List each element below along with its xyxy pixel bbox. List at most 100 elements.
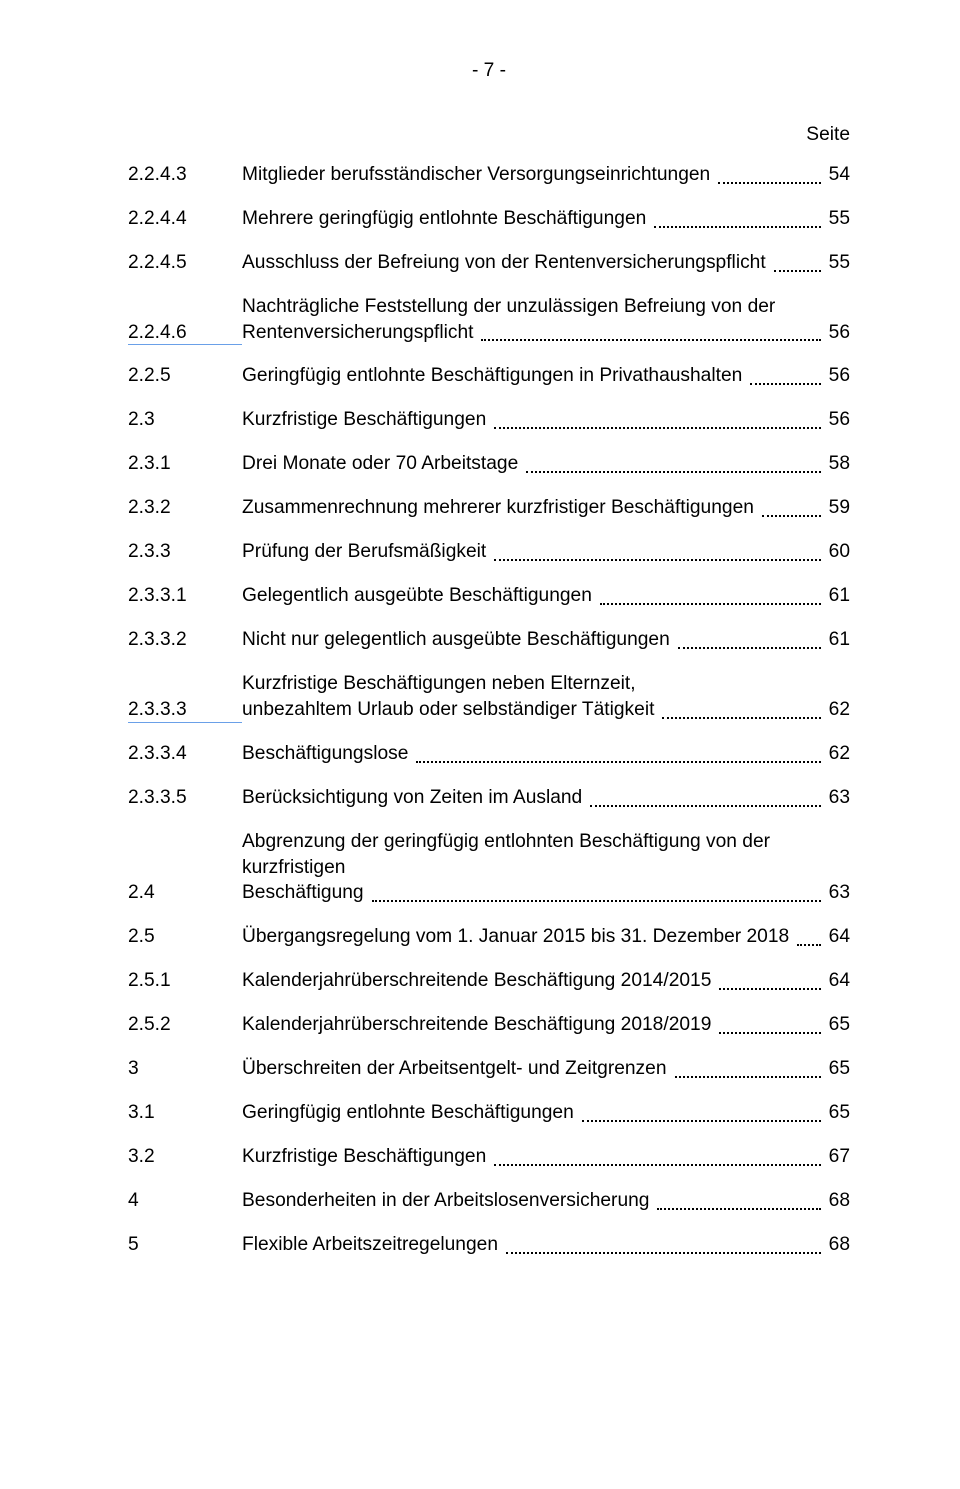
toc-leader-dots	[774, 270, 821, 272]
toc-section-number: 2.3.3.1	[128, 583, 242, 609]
toc-leader-row: Besonderheiten in der Arbeitslosenversic…	[242, 1188, 850, 1214]
toc-entry[interactable]: 2.4Abgrenzung der geringfügig entlohnten…	[128, 829, 850, 907]
toc-leader-row: Berücksichtigung von Zeiten im Ausland63	[242, 785, 850, 811]
toc-title: Prüfung der Berufsmäßigkeit	[242, 539, 490, 565]
toc-entry[interactable]: 2.3.3.1Gelegentlich ausgeübte Beschäftig…	[128, 583, 850, 609]
toc-section-number: 3	[128, 1056, 242, 1082]
toc-title: Zusammenrechnung mehrerer kurzfristiger …	[242, 495, 758, 521]
toc-entry[interactable]: 3.1Geringfügig entlohnte Beschäftigungen…	[128, 1100, 850, 1126]
toc-entry[interactable]: 2.2.4.6Nachträgliche Feststellung der un…	[128, 294, 850, 346]
toc-entry[interactable]: 2.3Kurzfristige Beschäftigungen56	[128, 407, 850, 433]
toc-leader-row: Geringfügig entlohnte Beschäftigungen in…	[242, 363, 850, 389]
toc-section-number: 2.3.1	[128, 451, 242, 477]
toc-title: Besonderheiten in der Arbeitslosenversic…	[242, 1188, 653, 1214]
toc-entry[interactable]: 2.3.2Zusammenrechnung mehrerer kurzfrist…	[128, 495, 850, 521]
toc-section-number: 2.3.3.2	[128, 627, 242, 653]
toc-title-line2: unbezahltem Urlaub oder selbständiger Tä…	[242, 697, 658, 723]
toc-section-number: 2.3	[128, 407, 242, 433]
toc-title-cell: Gelegentlich ausgeübte Beschäftigungen61	[242, 583, 850, 609]
toc-entry[interactable]: 2.3.3.5Berücksichtigung von Zeiten im Au…	[128, 785, 850, 811]
toc-leader-dots	[654, 226, 820, 228]
toc-title-cell: Kurzfristige Beschäftigungen56	[242, 407, 850, 433]
toc-section-number: 3.1	[128, 1100, 242, 1126]
toc-leader-dots	[762, 515, 821, 517]
toc-section-number: 2.5.2	[128, 1012, 242, 1038]
toc-leader-dots	[590, 805, 820, 807]
toc-title-cell: Mehrere geringfügig entlohnte Beschäftig…	[242, 206, 850, 232]
toc-page-number: 65	[825, 1012, 850, 1038]
toc-page-number: 56	[825, 363, 850, 389]
toc-entry[interactable]: 5Flexible Arbeitszeitregelungen68	[128, 1232, 850, 1258]
toc-page-number: 61	[825, 583, 850, 609]
toc-section-number: 2.3.3.4	[128, 741, 242, 767]
toc-leader-dots	[675, 1076, 821, 1078]
toc-leader-dots	[506, 1252, 821, 1254]
toc-title: Ausschluss der Befreiung von der Rentenv…	[242, 250, 770, 276]
toc-leader-dots	[718, 182, 820, 184]
toc-section-number: 2.5.1	[128, 968, 242, 994]
toc-title: Mehrere geringfügig entlohnte Beschäftig…	[242, 206, 650, 232]
toc-leader-row: Nicht nur gelegentlich ausgeübte Beschäf…	[242, 627, 850, 653]
toc-entry[interactable]: 2.3.3.4Beschäftigungslose62	[128, 741, 850, 767]
toc-title: Berücksichtigung von Zeiten im Ausland	[242, 785, 586, 811]
toc-leader-row: Übergangsregelung vom 1. Januar 2015 bis…	[242, 924, 850, 950]
toc-entry[interactable]: 2.3.3Prüfung der Berufsmäßigkeit60	[128, 539, 850, 565]
toc-title-cell: Kurzfristige Beschäftigungen67	[242, 1144, 850, 1170]
toc-title: Geringfügig entlohnte Beschäftigungen in…	[242, 363, 746, 389]
toc-entry[interactable]: 2.2.5Geringfügig entlohnte Beschäftigung…	[128, 363, 850, 389]
toc-page-number: 55	[825, 250, 850, 276]
toc-title-cell: Nachträgliche Feststellung der unzulässi…	[242, 294, 850, 346]
toc-leader-row: Kalenderjahrüberschreitende Beschäftigun…	[242, 1012, 850, 1038]
toc-page-number: 61	[825, 627, 850, 653]
toc-title-line1: Kurzfristige Beschäftigungen neben Elter…	[242, 671, 850, 697]
toc-entry[interactable]: 2.3.3.3Kurzfristige Beschäftigungen nebe…	[128, 671, 850, 723]
toc-section-number: 2.3.3.5	[128, 785, 242, 811]
toc-title-cell: Kalenderjahrüberschreitende Beschäftigun…	[242, 1012, 850, 1038]
toc-title-line2-row: Rentenversicherungspflicht56	[242, 320, 850, 346]
toc-title: Überschreiten der Arbeitsentgelt- und Ze…	[242, 1056, 671, 1082]
toc-entry[interactable]: 3.2Kurzfristige Beschäftigungen67	[128, 1144, 850, 1170]
toc-entry[interactable]: 2.3.1Drei Monate oder 70 Arbeitstage58	[128, 451, 850, 477]
page-number-header: - 7 -	[128, 58, 850, 84]
toc-leader-dots	[678, 647, 821, 649]
toc-entry[interactable]: 3Überschreiten der Arbeitsentgelt- und Z…	[128, 1056, 850, 1082]
toc-indent-underline	[128, 324, 242, 345]
toc-title-cell: Ausschluss der Befreiung von der Rentenv…	[242, 250, 850, 276]
toc-title-cell: Übergangsregelung vom 1. Januar 2015 bis…	[242, 924, 850, 950]
toc-title: Übergangsregelung vom 1. Januar 2015 bis…	[242, 924, 793, 950]
toc-leader-dots	[481, 339, 820, 341]
toc-entry[interactable]: 2.2.4.3Mitglieder berufsständischer Vers…	[128, 162, 850, 188]
toc-title: Drei Monate oder 70 Arbeitstage	[242, 451, 522, 477]
toc-entry[interactable]: 2.2.4.4Mehrere geringfügig entlohnte Bes…	[128, 206, 850, 232]
toc-page-number: 65	[825, 1056, 850, 1082]
toc-entry[interactable]: 2.5.2Kalenderjahrüberschreitende Beschäf…	[128, 1012, 850, 1038]
toc-leader-dots	[657, 1208, 820, 1210]
toc-entry[interactable]: 2.5.1Kalenderjahrüberschreitende Beschäf…	[128, 968, 850, 994]
toc-section-number: 2.2.4.5	[128, 250, 242, 276]
toc-section-number: 5	[128, 1232, 242, 1258]
toc-entry[interactable]: 2.5Übergangsregelung vom 1. Januar 2015 …	[128, 924, 850, 950]
toc-entry[interactable]: 2.2.4.5Ausschluss der Befreiung von der …	[128, 250, 850, 276]
toc-page-number: 64	[825, 924, 850, 950]
toc-title: Nicht nur gelegentlich ausgeübte Beschäf…	[242, 627, 674, 653]
toc-leader-dots	[662, 717, 820, 719]
toc-entry[interactable]: 4Besonderheiten in der Arbeitslosenversi…	[128, 1188, 850, 1214]
toc-title-cell: Drei Monate oder 70 Arbeitstage58	[242, 451, 850, 477]
toc-page-number: 64	[825, 968, 850, 994]
toc-leader-row: Gelegentlich ausgeübte Beschäftigungen61	[242, 583, 850, 609]
toc-title-line2: Beschäftigung	[242, 880, 368, 906]
toc-entry[interactable]: 2.3.3.2Nicht nur gelegentlich ausgeübte …	[128, 627, 850, 653]
toc-leader-row: Beschäftigungslose62	[242, 741, 850, 767]
toc-leader-dots	[719, 988, 820, 990]
toc-title-cell: Überschreiten der Arbeitsentgelt- und Ze…	[242, 1056, 850, 1082]
toc-leader-row: Ausschluss der Befreiung von der Rentenv…	[242, 250, 850, 276]
toc-leader-dots	[494, 1164, 820, 1166]
toc-page-number: 56	[825, 407, 850, 433]
toc-section-number: 2.2.4.3	[128, 162, 242, 188]
toc-leader-row: Drei Monate oder 70 Arbeitstage58	[242, 451, 850, 477]
toc-section-number: 2.3.3	[128, 539, 242, 565]
toc-title-cell: Kalenderjahrüberschreitende Beschäftigun…	[242, 968, 850, 994]
toc-title: Mitglieder berufsständischer Versorgungs…	[242, 162, 714, 188]
toc-page-number: 62	[825, 697, 850, 723]
toc-section-number: 2.3.2	[128, 495, 242, 521]
